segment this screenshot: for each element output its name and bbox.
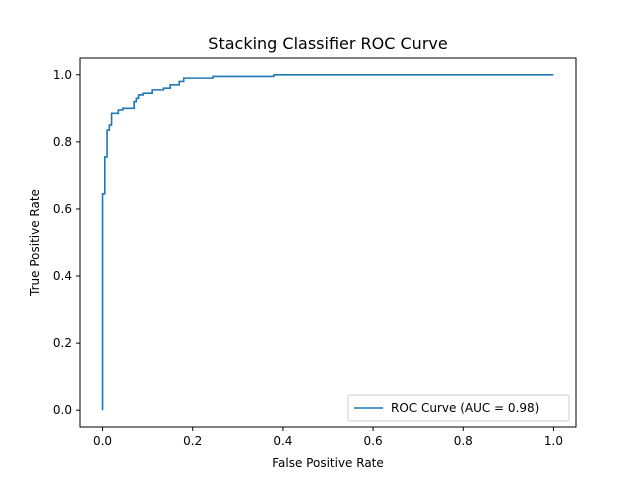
y-axis-label: True Positive Rate xyxy=(28,189,42,297)
x-tick-label: 0.0 xyxy=(93,434,112,448)
chart-title: Stacking Classifier ROC Curve xyxy=(208,34,447,53)
y-tick-label: 0.8 xyxy=(53,135,72,149)
y-tick-label: 1.0 xyxy=(53,68,72,82)
plot-area-background xyxy=(80,58,576,427)
y-tick-label: 0.4 xyxy=(53,269,72,283)
x-axis-label: False Positive Rate xyxy=(272,456,384,470)
y-tick-label: 0.0 xyxy=(53,403,72,417)
y-axis-ticks: 0.0 0.2 0.4 0.6 0.8 1.0 xyxy=(53,68,80,417)
legend-frame xyxy=(347,394,570,422)
x-tick-label: 0.6 xyxy=(364,434,383,448)
y-tick-label: 0.6 xyxy=(53,202,72,216)
x-tick-label: 1.0 xyxy=(544,434,563,448)
legend: ROC Curve (AUC = 0.98) xyxy=(347,394,570,422)
x-axis-ticks: 0.0 0.2 0.4 0.6 0.8 1.0 xyxy=(93,427,563,448)
x-tick-label: 0.2 xyxy=(183,434,202,448)
roc-curve-line xyxy=(101,73,554,411)
legend-entry-label: ROC Curve (AUC = 0.98) xyxy=(391,401,539,415)
x-tick-label: 0.4 xyxy=(273,434,292,448)
series-layer xyxy=(101,73,554,411)
y-tick-label: 0.2 xyxy=(53,336,72,350)
x-tick-label: 0.8 xyxy=(454,434,473,448)
plot-frame xyxy=(79,57,577,428)
